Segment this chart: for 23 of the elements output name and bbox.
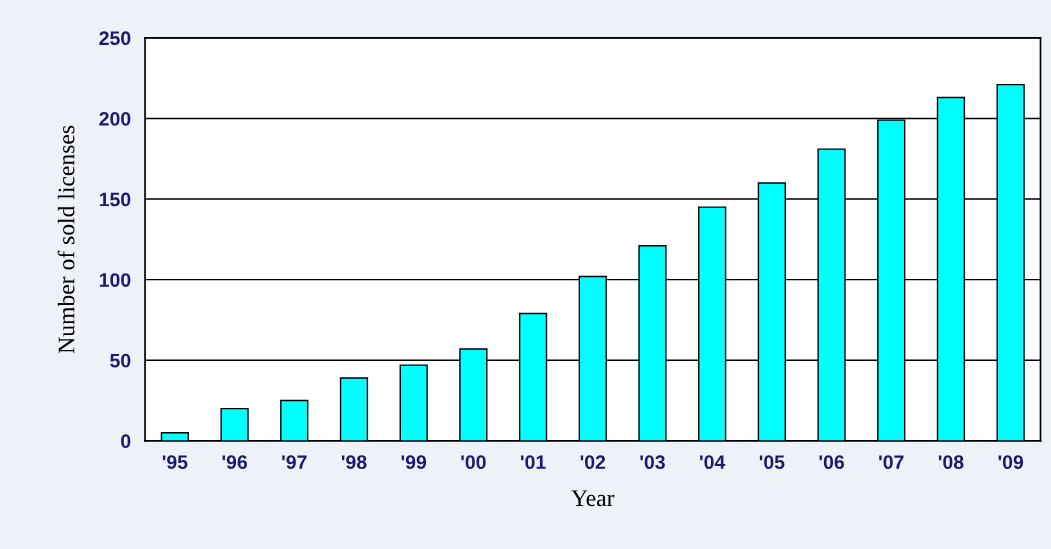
x-tick-label: '05 (759, 455, 785, 470)
y-tick-label: 0 (121, 434, 131, 449)
x-tick-label: '09 (998, 455, 1024, 470)
x-tick-label: '01 (520, 455, 546, 470)
y-tick-label: 100 (99, 273, 131, 287)
x-tick-label: '95 (162, 455, 188, 470)
y-tick-label: 150 (99, 192, 131, 207)
x-tick-label: '02 (580, 455, 606, 470)
x-tick-label: '04 (700, 455, 726, 470)
x-tick-label: '98 (341, 455, 367, 470)
y-axis-title: Number of sold licenses (57, 125, 75, 354)
y-tick-label: 200 (99, 111, 131, 126)
x-tick-label: '07 (879, 455, 904, 470)
x-tick-label: '99 (401, 455, 427, 470)
x-axis-title: Year (571, 490, 615, 507)
y-tick-label: 50 (110, 353, 131, 368)
x-tick-label: '00 (461, 455, 486, 470)
x-tick-label: '08 (938, 455, 964, 470)
x-tick-label: '96 (222, 455, 248, 470)
x-tick-label: '06 (819, 455, 844, 470)
x-tick-label: '03 (640, 455, 665, 470)
x-tick-label: '97 (282, 455, 307, 470)
y-tick-label: 250 (99, 31, 131, 46)
